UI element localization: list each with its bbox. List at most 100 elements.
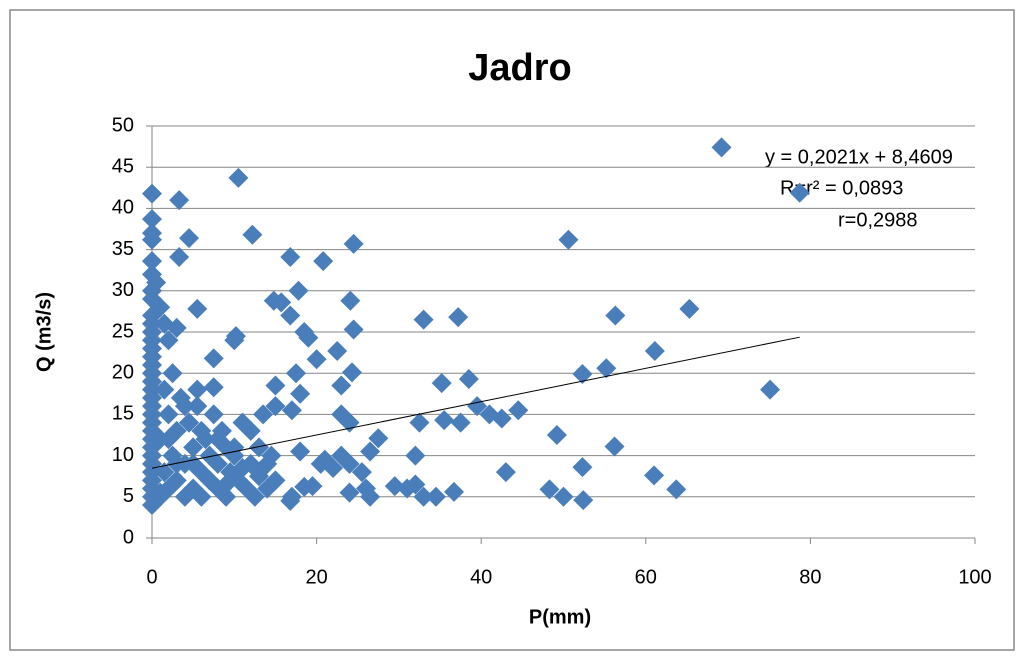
point [572, 457, 593, 478]
point [142, 183, 162, 204]
point [281, 400, 302, 421]
point [360, 441, 381, 462]
point [310, 453, 331, 474]
point [340, 290, 361, 311]
point [341, 362, 362, 383]
annotation: R=r² = 0,0893 [780, 177, 903, 199]
point [280, 490, 301, 511]
point [216, 474, 237, 495]
point [298, 327, 319, 348]
point [271, 292, 292, 313]
point [162, 474, 183, 495]
point [265, 375, 286, 396]
point [187, 379, 208, 400]
y-tick-label: 35 [112, 238, 134, 260]
point [187, 396, 208, 417]
y-tick-label: 5 [123, 485, 134, 507]
x-tick-label: 40 [470, 566, 492, 588]
y-tick-label: 40 [112, 197, 134, 219]
point [491, 408, 512, 429]
x-tick-label: 60 [635, 566, 657, 588]
point [360, 486, 381, 507]
point [162, 363, 183, 384]
point [351, 462, 372, 483]
point [174, 396, 195, 417]
point [154, 379, 175, 400]
point [572, 364, 593, 385]
point [290, 383, 311, 404]
point [242, 224, 263, 245]
x-tick-label: 0 [146, 566, 157, 588]
point [183, 437, 204, 458]
point [679, 298, 700, 319]
point [207, 429, 228, 450]
point [339, 482, 360, 503]
point [142, 209, 162, 230]
point [413, 486, 434, 507]
point [605, 305, 626, 326]
point [158, 330, 179, 351]
point [343, 233, 364, 254]
point [558, 229, 579, 250]
point [546, 425, 567, 445]
x-tick-label: 80 [799, 566, 821, 588]
point [169, 247, 190, 268]
point [286, 363, 307, 384]
point [313, 251, 334, 272]
point [179, 228, 200, 249]
point [409, 412, 430, 433]
point [199, 470, 220, 491]
point [343, 319, 364, 340]
y-tick-label: 0 [123, 526, 134, 548]
point [666, 479, 687, 500]
annotation: r=0,2988 [838, 209, 918, 231]
point [444, 481, 465, 502]
point [203, 348, 224, 369]
point [150, 482, 171, 503]
point [302, 476, 323, 497]
point [405, 445, 426, 466]
point [224, 330, 245, 351]
point [553, 486, 574, 507]
point [191, 486, 212, 507]
point [711, 137, 732, 158]
point [158, 429, 179, 450]
point [573, 490, 594, 511]
annotation: y = 0,2021x + 8,4609 [765, 146, 953, 168]
point [644, 465, 665, 486]
y-tick-label: 15 [112, 403, 134, 425]
y-tick-label: 10 [112, 444, 134, 466]
trendline [151, 336, 800, 469]
point [179, 412, 200, 433]
point [280, 305, 301, 326]
point [288, 280, 309, 301]
point [789, 182, 810, 203]
point [413, 309, 434, 330]
x-tick-label: 20 [305, 566, 327, 588]
point [142, 229, 162, 250]
point [244, 486, 265, 507]
point [450, 412, 471, 433]
point [539, 479, 560, 500]
x-axis-label: P(mm) [529, 606, 591, 628]
point [458, 368, 479, 389]
point [232, 457, 253, 478]
point [187, 298, 208, 319]
point [248, 437, 269, 458]
point [280, 247, 301, 268]
point [760, 379, 781, 400]
point [207, 453, 228, 474]
point [265, 470, 286, 491]
point [169, 190, 190, 211]
point [253, 404, 274, 425]
point [405, 474, 426, 495]
y-axis-label: Q (m3/s) [33, 292, 55, 372]
point [216, 486, 237, 507]
point [228, 167, 249, 188]
point [327, 340, 348, 361]
x-tick-label: 100 [958, 566, 991, 588]
chart-title: Jadro [468, 47, 571, 89]
point [339, 453, 360, 474]
point [331, 375, 352, 396]
